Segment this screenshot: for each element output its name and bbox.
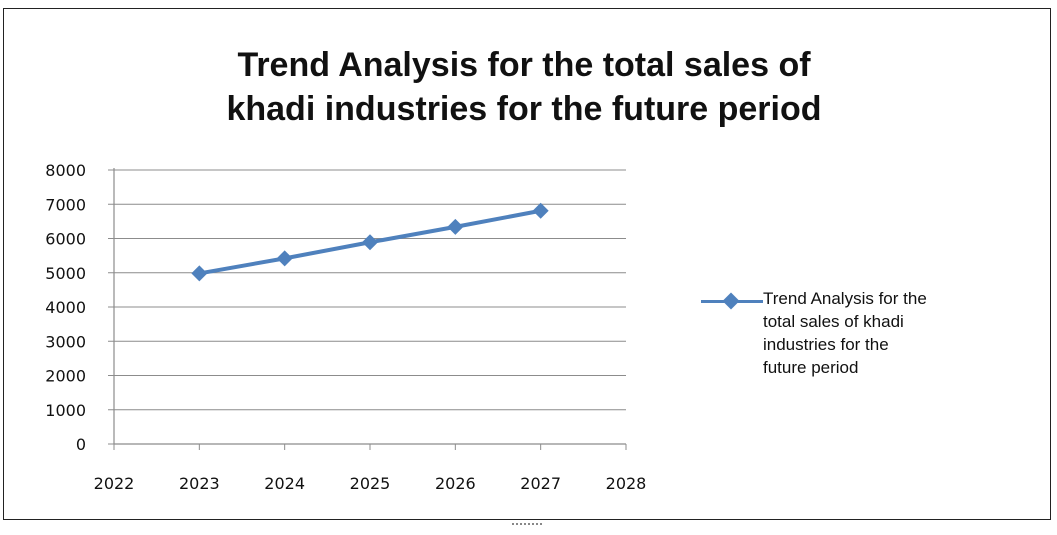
x-tick-label: 2028 bbox=[606, 474, 647, 493]
y-tick-label: 7000 bbox=[45, 195, 86, 214]
y-tick-label: 5000 bbox=[45, 264, 86, 283]
x-tick-label: 2023 bbox=[179, 474, 220, 493]
chart-area[interactable]: Trend Analysis for the total sales of kh… bbox=[3, 8, 1051, 520]
data-point-2025[interactable] bbox=[362, 234, 378, 251]
y-tick-label: 3000 bbox=[45, 332, 86, 351]
plot-area[interactable]: 0 1000 2000 3000 4000 5000 6000 7000 8000 2022 202… bbox=[4, 9, 1052, 521]
x-tick-label: 2025 bbox=[350, 474, 391, 493]
legend-diamond-marker bbox=[722, 292, 740, 310]
y-tick-label: 4000 bbox=[45, 298, 86, 317]
chart-title: Trend Analysis for the total sales of kh… bbox=[24, 43, 1024, 131]
y-tick-label: 6000 bbox=[45, 230, 86, 249]
x-tick-label: 2024 bbox=[264, 474, 305, 493]
chart-resize-handle-bottom[interactable] bbox=[512, 523, 542, 527]
x-tick-label: 2022 bbox=[94, 474, 135, 493]
x-tick-label: 2027 bbox=[520, 474, 561, 493]
data-point-2024[interactable] bbox=[276, 250, 293, 267]
data-point-2026[interactable] bbox=[447, 218, 464, 235]
y-tick-label: 0 bbox=[76, 435, 86, 454]
legend-label-line-2: total sales of khadi bbox=[763, 312, 904, 331]
legend-label: Trend Analysis for the total sales of kh… bbox=[763, 287, 1033, 379]
legend-label-line-4: future period bbox=[763, 358, 859, 377]
chart-title-line-1: Trend Analysis for the total sales of bbox=[237, 46, 811, 84]
x-tick-label: 2026 bbox=[435, 474, 476, 493]
y-tick-label: 1000 bbox=[45, 401, 86, 420]
legend-label-line-1: Trend Analysis for the bbox=[763, 289, 927, 308]
legend-label-line-3: industries for the bbox=[763, 335, 889, 354]
y-tick-label: 2000 bbox=[45, 367, 86, 386]
data-point-2027[interactable] bbox=[532, 202, 549, 219]
data-point-2023[interactable] bbox=[191, 265, 208, 282]
chart-title-line-2: khadi industries for the future period bbox=[226, 90, 822, 128]
y-tick-label: 8000 bbox=[45, 161, 86, 180]
legend[interactable]: Trend Analysis for the total sales of kh… bbox=[701, 287, 1001, 407]
